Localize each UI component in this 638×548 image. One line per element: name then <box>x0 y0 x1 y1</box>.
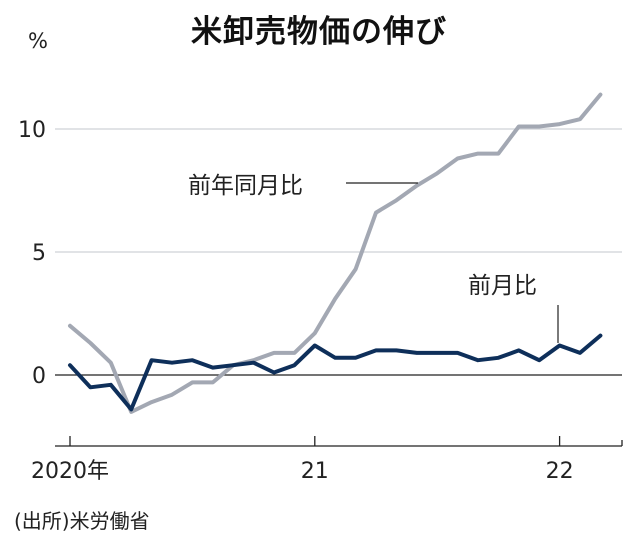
series-label-1: 前月比 <box>468 273 537 299</box>
y-tick-label-5: 5 <box>32 241 46 266</box>
x-tick-label-1: 21 <box>301 459 329 484</box>
source-note: (出所)米労働省 <box>14 509 150 533</box>
y-tick-label-0: 0 <box>32 364 46 389</box>
series-line-0 <box>68 92 603 414</box>
series-lines <box>68 92 603 414</box>
gridlines <box>55 128 623 447</box>
y-axis-unit: % <box>28 29 48 53</box>
chart-title: 米卸売物価の伸び <box>191 14 447 50</box>
x-tick-label-2: 22 <box>546 459 574 484</box>
x-tick-label-0: 2020年 <box>31 459 109 484</box>
series-label-0: 前年同月比 <box>188 173 303 199</box>
series-line-1 <box>68 333 603 412</box>
y-tick-labels: 0 5 10 <box>18 118 46 389</box>
x-ticks: 2020年 21 22 <box>31 436 574 484</box>
y-tick-label-10: 10 <box>18 118 46 143</box>
